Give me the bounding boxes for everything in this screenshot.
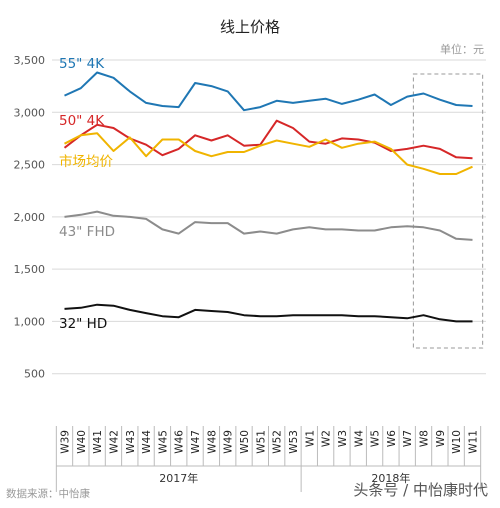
highlight-box bbox=[412, 73, 484, 349]
x-tick-label: W51 bbox=[255, 430, 267, 454]
series-line bbox=[64, 303, 473, 323]
unit-label: 单位：元 bbox=[440, 42, 484, 56]
y-tick-label: 1,000 bbox=[14, 315, 46, 328]
x-tick-label: W44 bbox=[141, 430, 153, 454]
x-tick-label: W45 bbox=[157, 430, 169, 454]
y-tick-label: 500 bbox=[24, 368, 45, 381]
series-line bbox=[64, 210, 473, 241]
year-label: 2018年 bbox=[371, 471, 410, 485]
series-lines bbox=[63, 71, 473, 323]
x-tick-label: W39 bbox=[60, 430, 72, 454]
x-tick-label: W46 bbox=[174, 430, 186, 454]
series-label: 50" 4K bbox=[59, 113, 105, 129]
x-tick-label: W4 bbox=[353, 430, 365, 447]
x-tick-label: W50 bbox=[239, 430, 251, 454]
series-line bbox=[63, 119, 473, 160]
y-axis: 500 1,000 1,500 2,000 2,500 3,000 3,500 bbox=[14, 54, 46, 381]
x-tick-label: W43 bbox=[125, 430, 137, 454]
watermark: 头条号 / 中怡康时代 bbox=[353, 481, 488, 499]
x-tick-label: W5 bbox=[370, 430, 382, 447]
x-tick-label: W52 bbox=[272, 430, 284, 454]
y-tick-label: 1,500 bbox=[14, 263, 46, 276]
y-tick-label: 2,500 bbox=[14, 159, 46, 172]
x-tick-label: W8 bbox=[419, 430, 431, 447]
x-tick-label: W48 bbox=[206, 430, 218, 454]
x-tick-label: W11 bbox=[468, 430, 480, 454]
x-tick-label: W1 bbox=[304, 430, 316, 447]
series-label: 55" 4K bbox=[59, 56, 105, 72]
x-tick-label: W3 bbox=[337, 430, 349, 447]
series-line bbox=[64, 71, 473, 112]
series-label: 市场均价 bbox=[59, 153, 113, 170]
x-tick-label: W6 bbox=[386, 430, 398, 447]
x-tick-label: W49 bbox=[223, 430, 235, 454]
x-axis: W39 W40 W41 W42 W43 W44 W45 W46 W47 W48 W49 W50 W51 W… bbox=[55, 426, 482, 492]
year-label: 2017年 bbox=[159, 471, 198, 485]
source-note: 数据来源：中怡康 bbox=[6, 487, 90, 500]
y-tick-label: 3,000 bbox=[14, 106, 46, 119]
x-tick-label: W42 bbox=[108, 430, 120, 454]
series-label: 32" HD bbox=[59, 316, 107, 332]
series-line bbox=[64, 132, 473, 175]
x-tick-label: W47 bbox=[190, 430, 202, 454]
y-tick-label: 2,000 bbox=[14, 211, 46, 224]
chart-title: 线上价格 bbox=[220, 18, 280, 36]
x-tick-label: W10 bbox=[451, 430, 463, 454]
x-tick-label: W7 bbox=[402, 430, 414, 447]
series-labels: 55" 4K 50" 4K 市场均价 43" FHD 32" HD bbox=[59, 56, 115, 332]
x-tick-label: W41 bbox=[92, 430, 104, 454]
x-tick-label: W53 bbox=[288, 430, 300, 454]
y-tick-label: 3,500 bbox=[14, 54, 46, 67]
series-label: 43" FHD bbox=[59, 224, 115, 240]
x-tick-label: W9 bbox=[435, 430, 447, 447]
x-tick-label: W40 bbox=[76, 430, 88, 454]
x-tick-label: W2 bbox=[321, 430, 333, 447]
